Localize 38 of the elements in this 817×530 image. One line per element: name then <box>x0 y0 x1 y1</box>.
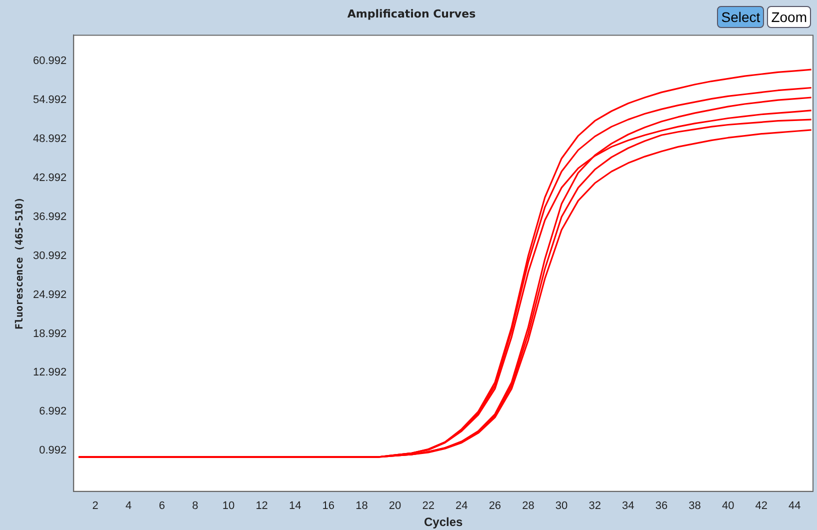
x-tick-label: 22 <box>422 500 434 512</box>
y-tick-label: 36.992 <box>32 210 67 223</box>
x-tick-label: 44 <box>788 500 801 512</box>
x-tick-label: 42 <box>755 500 768 512</box>
y-tick-label: 0.992 <box>39 444 67 457</box>
chart-title: Amplification Curves <box>347 7 476 20</box>
y-tick-label: 12.992 <box>32 366 67 379</box>
x-tick-label: 36 <box>655 500 668 512</box>
x-tick-label: 20 <box>388 500 402 512</box>
y-axis-title: Fluorescence (465-510) <box>14 197 26 330</box>
x-tick-label: 6 <box>158 500 165 512</box>
x-tick-label: 28 <box>522 500 534 512</box>
x-tick-label: 26 <box>488 500 502 512</box>
y-tick-label: 30.992 <box>32 250 67 262</box>
x-tick-label: 4 <box>126 500 132 512</box>
x-tick-label: 10 <box>222 500 235 512</box>
x-tick-label: 24 <box>456 500 468 512</box>
y-tick-label: 42.992 <box>32 172 67 184</box>
x-tick-label: 8 <box>192 500 198 512</box>
x-tick-label: 16 <box>322 500 335 512</box>
y-tick-label: 48.992 <box>32 133 67 146</box>
y-tick-label: 18.992 <box>32 328 67 340</box>
x-tick-label: 30 <box>555 500 568 512</box>
text: Zoom <box>767 6 811 28</box>
y-tick-label: 24.992 <box>32 288 67 301</box>
x-tick-label: 14 <box>288 500 302 512</box>
y-tick-label: 54.992 <box>32 94 67 106</box>
x-tick-label: 2 <box>92 500 98 512</box>
y-tick-label: 60.992 <box>32 55 67 68</box>
x-tick-label: 32 <box>588 500 601 512</box>
y-tick-label: 6.992 <box>39 406 67 418</box>
text: Select <box>717 6 764 28</box>
x-tick-label: 40 <box>722 500 734 512</box>
x-tick-label: 18 <box>356 500 368 512</box>
x-axis-title: Cycles <box>424 515 463 530</box>
x-tick-label: 34 <box>622 500 634 512</box>
x-tick-label: 12 <box>256 500 268 512</box>
x-tick-label: 38 <box>688 500 701 512</box>
